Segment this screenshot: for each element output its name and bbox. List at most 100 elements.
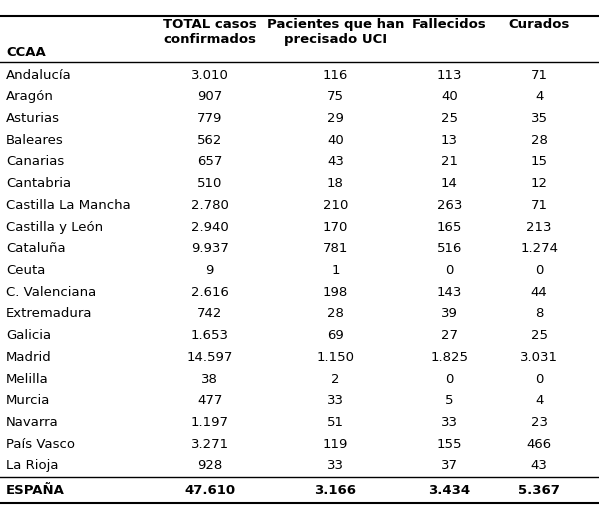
Text: 28: 28	[327, 308, 344, 321]
Text: 0: 0	[445, 373, 453, 386]
Text: TOTAL casos
confirmados: TOTAL casos confirmados	[163, 18, 256, 46]
Text: 14.597: 14.597	[186, 351, 233, 364]
Text: La Rioja: La Rioja	[6, 460, 59, 473]
Text: 35: 35	[531, 112, 547, 125]
Text: 43: 43	[327, 156, 344, 169]
Text: 4: 4	[535, 90, 543, 103]
Text: 23: 23	[531, 416, 547, 429]
Text: 2.780: 2.780	[190, 199, 229, 212]
Text: 781: 781	[323, 242, 348, 255]
Text: Navarra: Navarra	[6, 416, 59, 429]
Text: Canarias: Canarias	[6, 156, 64, 169]
Text: ESPAÑA: ESPAÑA	[6, 484, 65, 497]
Text: 5: 5	[445, 394, 453, 407]
Text: 2.940: 2.940	[190, 221, 229, 234]
Text: 516: 516	[437, 242, 462, 255]
Text: 27: 27	[441, 329, 458, 342]
Text: 29: 29	[327, 112, 344, 125]
Text: 466: 466	[527, 438, 552, 451]
Text: 15: 15	[531, 156, 547, 169]
Text: 43: 43	[531, 460, 547, 473]
Text: 510: 510	[197, 177, 222, 190]
Text: Asturias: Asturias	[6, 112, 60, 125]
Text: 38: 38	[201, 373, 218, 386]
Text: 3.271: 3.271	[190, 438, 229, 451]
Text: 33: 33	[441, 416, 458, 429]
Text: 1.653: 1.653	[190, 329, 229, 342]
Text: 3.166: 3.166	[314, 484, 356, 497]
Text: Fallecidos: Fallecidos	[412, 18, 486, 31]
Text: 33: 33	[327, 394, 344, 407]
Text: Murcia: Murcia	[6, 394, 50, 407]
Text: CCAA: CCAA	[6, 47, 46, 59]
Text: 165: 165	[437, 221, 462, 234]
Text: 47.610: 47.610	[184, 484, 235, 497]
Text: 33: 33	[327, 460, 344, 473]
Text: 562: 562	[197, 134, 222, 147]
Text: Pacientes que han
precisado UCI: Pacientes que han precisado UCI	[267, 18, 404, 46]
Text: 75: 75	[327, 90, 344, 103]
Text: Aragón: Aragón	[6, 90, 54, 103]
Text: 40: 40	[327, 134, 344, 147]
Text: Extremadura: Extremadura	[6, 308, 92, 321]
Text: Cataluña: Cataluña	[6, 242, 66, 255]
Text: 37: 37	[441, 460, 458, 473]
Text: C. Valenciana: C. Valenciana	[6, 286, 96, 299]
Text: 170: 170	[323, 221, 348, 234]
Text: 12: 12	[531, 177, 547, 190]
Text: 1.150: 1.150	[316, 351, 355, 364]
Text: 0: 0	[535, 264, 543, 277]
Text: 155: 155	[437, 438, 462, 451]
Text: Baleares: Baleares	[6, 134, 63, 147]
Text: 69: 69	[327, 329, 344, 342]
Text: 71: 71	[531, 199, 547, 212]
Text: 9.937: 9.937	[190, 242, 229, 255]
Text: 1: 1	[331, 264, 340, 277]
Text: Galicia: Galicia	[6, 329, 51, 342]
Text: 13: 13	[441, 134, 458, 147]
Text: 0: 0	[445, 264, 453, 277]
Text: País Vasco: País Vasco	[6, 438, 75, 451]
Text: 18: 18	[327, 177, 344, 190]
Text: Andalucía: Andalucía	[6, 69, 72, 82]
Text: 28: 28	[531, 134, 547, 147]
Text: 213: 213	[527, 221, 552, 234]
Text: Madrid: Madrid	[6, 351, 52, 364]
Text: 2.616: 2.616	[190, 286, 229, 299]
Text: 116: 116	[323, 69, 348, 82]
Text: 1.274: 1.274	[520, 242, 558, 255]
Text: 44: 44	[531, 286, 547, 299]
Text: 25: 25	[441, 112, 458, 125]
Text: Melilla: Melilla	[6, 373, 49, 386]
Text: 21: 21	[441, 156, 458, 169]
Text: 40: 40	[441, 90, 458, 103]
Text: 3.010: 3.010	[190, 69, 229, 82]
Text: 113: 113	[437, 69, 462, 82]
Text: 3.434: 3.434	[428, 484, 470, 497]
Text: 263: 263	[437, 199, 462, 212]
Text: 1.825: 1.825	[430, 351, 468, 364]
Text: 8: 8	[535, 308, 543, 321]
Text: Cantabria: Cantabria	[6, 177, 71, 190]
Text: 143: 143	[437, 286, 462, 299]
Text: 5.367: 5.367	[518, 484, 560, 497]
Text: 1.197: 1.197	[190, 416, 229, 429]
Text: 119: 119	[323, 438, 348, 451]
Text: 39: 39	[441, 308, 458, 321]
Text: 3.031: 3.031	[520, 351, 558, 364]
Text: 779: 779	[197, 112, 222, 125]
Text: Ceuta: Ceuta	[6, 264, 46, 277]
Text: 2: 2	[331, 373, 340, 386]
Text: 742: 742	[197, 308, 222, 321]
Text: Castilla y León: Castilla y León	[6, 221, 103, 234]
Text: 907: 907	[197, 90, 222, 103]
Text: 14: 14	[441, 177, 458, 190]
Text: 477: 477	[197, 394, 222, 407]
Text: 198: 198	[323, 286, 348, 299]
Text: 210: 210	[323, 199, 348, 212]
Text: 71: 71	[531, 69, 547, 82]
Text: 928: 928	[197, 460, 222, 473]
Text: Curados: Curados	[509, 18, 570, 31]
Text: 25: 25	[531, 329, 547, 342]
Text: 4: 4	[535, 394, 543, 407]
